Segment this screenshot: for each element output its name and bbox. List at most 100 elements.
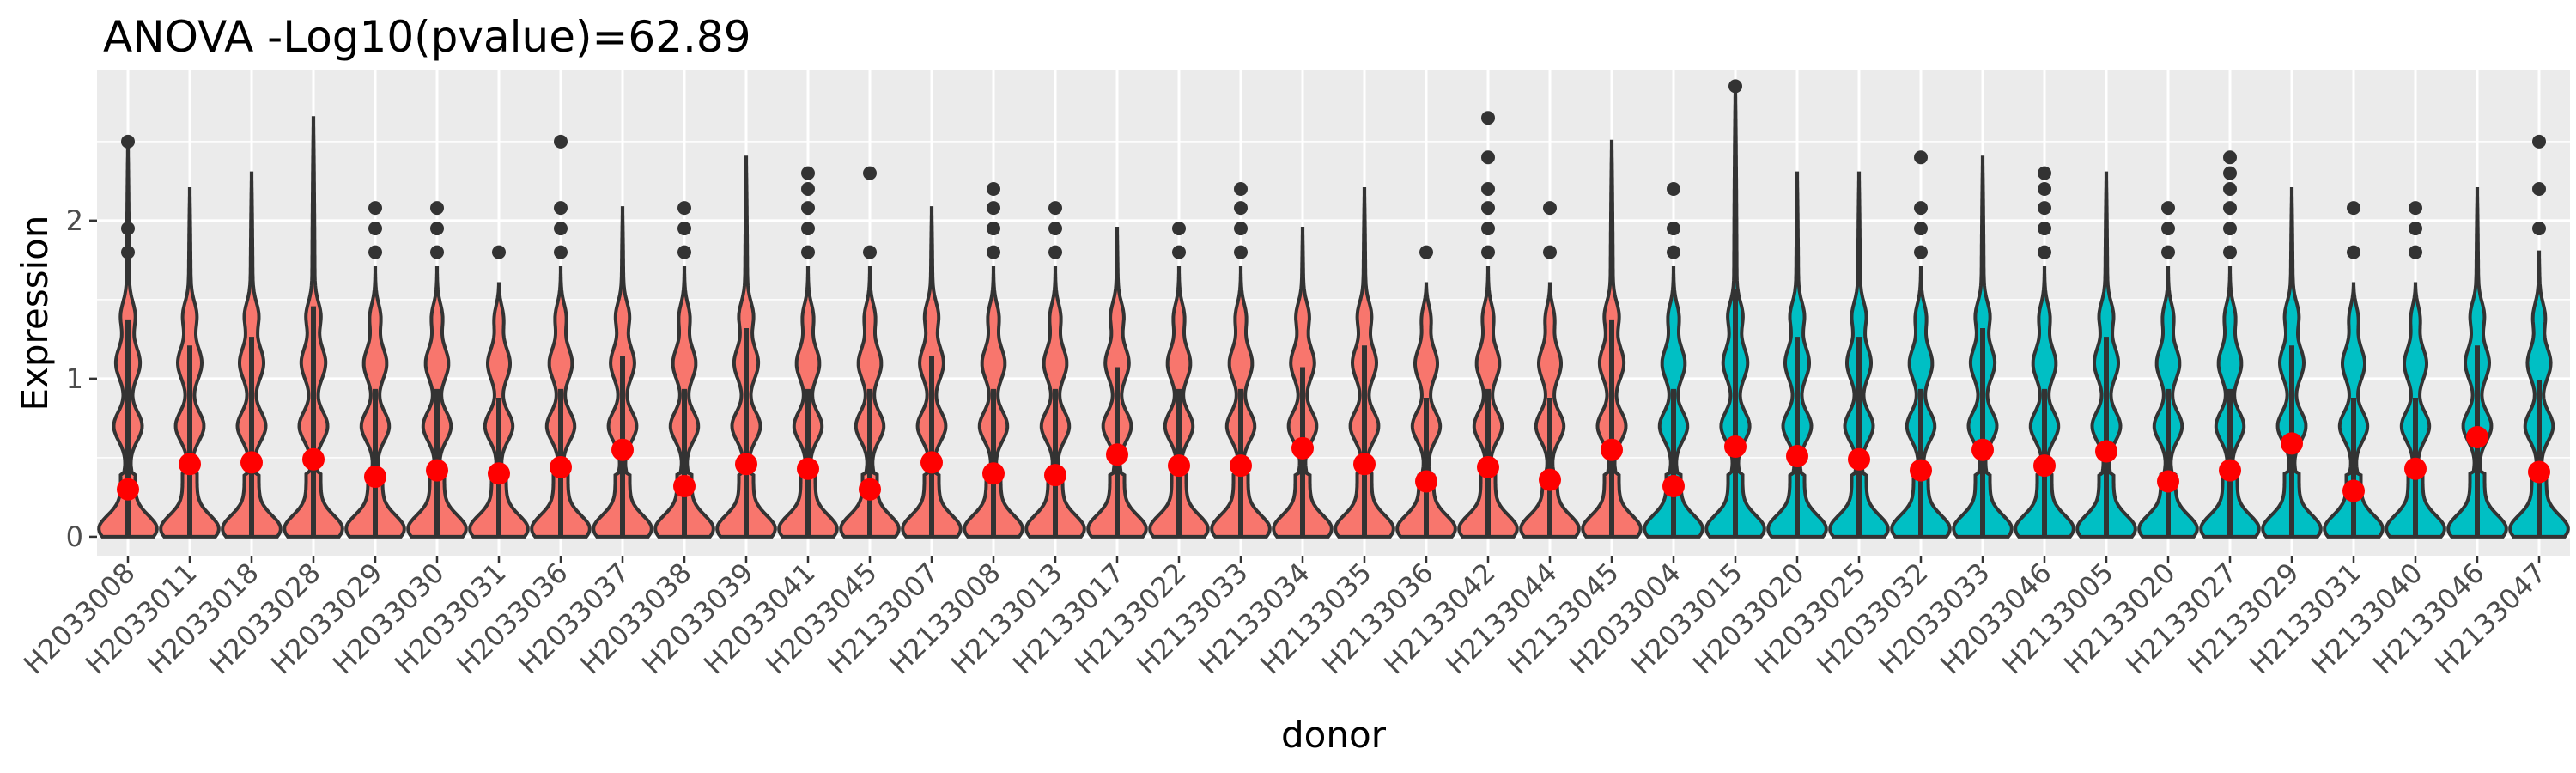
violin-group bbox=[1334, 187, 1395, 539]
mean-point bbox=[2157, 470, 2179, 493]
y-axis: 0 1 2 bbox=[66, 204, 97, 553]
outlier-point bbox=[677, 245, 691, 259]
violin-group bbox=[1148, 222, 1210, 539]
mean-point bbox=[426, 459, 448, 482]
violin-group bbox=[1024, 201, 1086, 539]
violin-group bbox=[221, 171, 283, 539]
outlier-point bbox=[2038, 201, 2051, 216]
outlier-point bbox=[1543, 245, 1557, 259]
plot-panel bbox=[97, 70, 2570, 556]
mean-point bbox=[488, 462, 510, 485]
outlier-point bbox=[1728, 79, 1742, 94]
violin-group bbox=[2323, 201, 2385, 539]
outlier-point bbox=[368, 222, 382, 236]
outlier-point bbox=[2409, 222, 2422, 236]
outlier-point bbox=[430, 245, 444, 259]
violin-group bbox=[1766, 171, 1828, 539]
outlier-point bbox=[2223, 201, 2237, 216]
mean-point bbox=[2404, 457, 2427, 480]
mean-point bbox=[1044, 464, 1066, 487]
violin-group bbox=[2385, 201, 2446, 539]
outlier-point bbox=[1048, 245, 1062, 259]
outlier-point bbox=[554, 201, 568, 216]
outlier-point bbox=[2223, 182, 2237, 197]
violins-layer bbox=[97, 79, 2570, 539]
outlier-point bbox=[121, 222, 135, 236]
outlier-point bbox=[677, 201, 691, 216]
outlier-point bbox=[987, 245, 1000, 259]
mean-point bbox=[1477, 455, 1499, 478]
mean-point bbox=[550, 455, 572, 478]
x-axis-title: donor bbox=[1281, 714, 1387, 756]
violin-group bbox=[1581, 139, 1643, 539]
outlier-point bbox=[1048, 222, 1062, 236]
outlier-point bbox=[1914, 201, 1928, 216]
chart-title: ANOVA -Log10(pvalue)=62.89 bbox=[103, 12, 751, 62]
outlier-point bbox=[2347, 201, 2360, 216]
mean-point bbox=[797, 457, 819, 480]
outlier-point bbox=[2161, 201, 2175, 216]
mean-point bbox=[1353, 453, 1376, 476]
violin-group bbox=[777, 166, 839, 539]
violin-group bbox=[2508, 134, 2570, 539]
mean-point bbox=[2466, 425, 2488, 448]
outlier-point bbox=[2532, 182, 2546, 197]
outlier-point bbox=[1172, 222, 1186, 236]
outlier-point bbox=[2223, 222, 2237, 236]
violin-group bbox=[1952, 155, 2014, 539]
outlier-point bbox=[801, 222, 815, 236]
violin-group bbox=[839, 166, 901, 539]
outlier-point bbox=[801, 166, 815, 180]
violin-group bbox=[2199, 150, 2261, 539]
outlier-point bbox=[2223, 245, 2237, 259]
violin-group bbox=[1210, 182, 1272, 539]
violin-group bbox=[468, 245, 530, 539]
violin-group bbox=[1519, 201, 1581, 539]
mean-point bbox=[1106, 443, 1128, 466]
mean-point bbox=[2219, 459, 2241, 482]
outlier-point bbox=[2038, 182, 2051, 197]
violin-group bbox=[2446, 187, 2508, 539]
outlier-point bbox=[368, 201, 382, 216]
outlier-point bbox=[1481, 182, 1495, 197]
mean-point bbox=[1415, 470, 1437, 493]
violin-group bbox=[2137, 201, 2199, 539]
outlier-point bbox=[2347, 245, 2360, 259]
outlier-point bbox=[801, 182, 815, 197]
mean-point bbox=[2281, 432, 2303, 455]
outlier-point bbox=[1481, 111, 1495, 125]
outlier-point bbox=[1667, 245, 1680, 259]
mean-point bbox=[1539, 468, 1561, 491]
outlier-point bbox=[2038, 166, 2051, 180]
outlier-point bbox=[2038, 245, 2051, 259]
outlier-point bbox=[1172, 245, 1186, 259]
violin-group bbox=[530, 134, 592, 539]
outlier-point bbox=[368, 245, 382, 259]
outlier-point bbox=[1914, 150, 1928, 165]
violin-group bbox=[2261, 187, 2323, 539]
violin-group bbox=[1890, 150, 1952, 539]
outlier-point bbox=[1234, 222, 1248, 236]
outlier-point bbox=[554, 245, 568, 259]
mean-point bbox=[240, 451, 263, 474]
outlier-point bbox=[677, 222, 691, 236]
outlier-point bbox=[1543, 201, 1557, 216]
y-tick-label: 2 bbox=[66, 204, 83, 237]
outlier-point bbox=[2532, 134, 2546, 149]
outlier-point bbox=[430, 201, 444, 216]
outlier-point bbox=[863, 166, 877, 180]
outlier-point bbox=[801, 245, 815, 259]
violin-group bbox=[159, 187, 221, 539]
outlier-point bbox=[987, 222, 1000, 236]
mean-point bbox=[364, 465, 386, 488]
violin-group bbox=[97, 134, 159, 539]
mean-point bbox=[920, 451, 943, 474]
violin-group bbox=[1457, 111, 1519, 539]
mean-point bbox=[2342, 479, 2365, 502]
violin-group bbox=[592, 206, 653, 539]
outlier-point bbox=[121, 134, 135, 149]
mean-point bbox=[2033, 454, 2056, 478]
outlier-point bbox=[801, 201, 815, 216]
outlier-point bbox=[492, 245, 506, 259]
violin-group bbox=[2075, 171, 2137, 539]
